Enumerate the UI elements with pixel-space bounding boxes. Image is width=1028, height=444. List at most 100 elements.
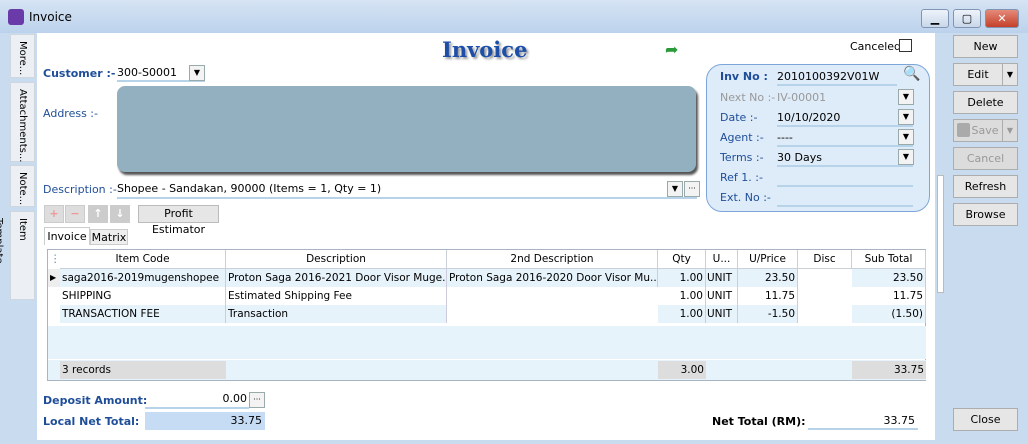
tab-attachments[interactable]: Attachments... <box>10 82 35 162</box>
grid-cell[interactable]: SHIPPING <box>60 287 226 305</box>
grid-cell[interactable]: 1.00 <box>658 305 706 323</box>
grid-cell[interactable]: saga2016-2019mugenshopee <box>60 269 226 287</box>
items-grid[interactable]: ⋮ Item Code Description 2nd Description Qty U… <box>47 249 926 381</box>
maximize-button[interactable]: ▢ <box>953 9 981 28</box>
canceled-label: Canceled <box>850 40 902 53</box>
tab-more[interactable]: More... <box>10 34 35 78</box>
date-field[interactable]: 10/10/2020 <box>777 109 913 127</box>
grid-cell[interactable]: (1.50) <box>852 305 926 323</box>
terms-field[interactable]: 30 Days <box>777 149 913 167</box>
net-total-label: Net Total (RM): <box>712 415 806 428</box>
column-header[interactable]: 2nd Description <box>447 250 658 269</box>
deposit-label: Deposit Amount: <box>43 394 148 407</box>
grid-cell[interactable]: Proton Saga 2016-2021 Door Visor Muge... <box>226 269 447 287</box>
invoice-info-panel <box>706 64 930 212</box>
net-total-value: 33.75 <box>808 412 918 430</box>
page-title: Invoice <box>442 37 528 62</box>
profit-estimator-button[interactable]: Profit Estimator <box>138 205 219 236</box>
description-field[interactable]: Shopee - Sandakan, 90000 (Items = 1, Qty… <box>117 181 697 199</box>
agent-dropdown[interactable]: ▼ <box>898 129 914 145</box>
next-no-value: IV-00001 <box>777 91 827 104</box>
footer-subtotal: 33.75 <box>852 361 926 379</box>
column-header[interactable]: Qty <box>658 250 706 269</box>
records-count: 3 records <box>60 361 226 379</box>
column-header[interactable]: U/Price <box>738 250 798 269</box>
inv-no-label: Inv No : <box>720 70 768 83</box>
move-down-button[interactable]: ↓ <box>110 205 130 223</box>
local-net-total-value: 33.75 <box>145 412 265 430</box>
remove-row-button[interactable]: − <box>65 205 85 223</box>
customer-label: Customer :- <box>43 67 116 80</box>
next-no-label: Next No :- <box>720 91 776 104</box>
save-icon <box>957 123 970 137</box>
column-header[interactable]: Description <box>226 250 447 269</box>
ext-no-label: Ext. No :- <box>720 191 771 204</box>
grid-cell[interactable]: Transaction <box>226 305 447 323</box>
inv-no-field[interactable]: 2010100392V01W <box>777 68 897 86</box>
column-header[interactable]: Item Code <box>60 250 226 269</box>
grid-cell[interactable]: 11.75 <box>852 287 926 305</box>
ref1-field[interactable] <box>777 169 913 187</box>
grid-cell[interactable]: Proton Saga 2016-2020 Door Visor Mu... <box>447 269 658 287</box>
close-window-button[interactable]: ✕ <box>985 9 1019 28</box>
new-button[interactable]: New <box>953 35 1018 58</box>
grid-cell[interactable]: 1.00 <box>658 287 706 305</box>
grid-empty-area <box>48 326 926 359</box>
address-label: Address :- <box>43 107 98 120</box>
grid-cell[interactable]: 1.00 <box>658 269 706 287</box>
grid-cell[interactable]: -1.50 <box>738 305 798 323</box>
grid-cell[interactable]: 11.75 <box>738 287 798 305</box>
search-icon[interactable]: 🔍 <box>903 66 921 82</box>
customer-dropdown[interactable]: ▼ <box>189 65 205 81</box>
footer-qty-total: 3.00 <box>658 361 706 379</box>
local-net-total-label: Local Net Total: <box>43 415 140 428</box>
add-row-button[interactable]: + <box>44 205 64 223</box>
description-dropdown[interactable]: ▼ <box>667 181 683 197</box>
ext-no-field[interactable] <box>777 189 913 207</box>
tab-matrix[interactable]: Matrix <box>90 229 128 245</box>
deposit-more-button[interactable]: ··· <box>249 392 265 408</box>
description-more-button[interactable]: ··· <box>684 181 700 197</box>
customer-field[interactable]: 300-S0001 <box>117 65 205 82</box>
grid-cell[interactable]: 23.50 <box>852 269 926 287</box>
terms-dropdown[interactable]: ▼ <box>898 149 914 165</box>
agent-label: Agent :- <box>720 131 764 144</box>
edit-button[interactable]: Edit <box>953 63 1003 86</box>
grid-cell[interactable]: UNIT <box>706 287 738 305</box>
column-header[interactable]: Disc <box>798 250 852 269</box>
save-dropdown[interactable]: ▼ <box>1002 119 1018 142</box>
deposit-field[interactable]: 0.00 <box>145 392 249 409</box>
close-button[interactable]: Close <box>953 408 1018 431</box>
grid-cell[interactable]: Estimated Shipping Fee <box>226 287 447 305</box>
date-dropdown[interactable]: ▼ <box>898 109 914 125</box>
minimize-button[interactable]: ▁ <box>921 9 949 28</box>
description-label: Description :- <box>43 183 117 196</box>
column-header[interactable]: Sub Total <box>852 250 926 269</box>
share-arrow-icon[interactable]: ➦ <box>665 40 679 59</box>
tab-item-template[interactable]: Item Template... <box>0 211 35 300</box>
app-icon <box>8 9 24 25</box>
browse-button[interactable]: Browse <box>953 203 1018 226</box>
column-header[interactable]: U... <box>706 250 738 269</box>
delete-button[interactable]: Delete <box>953 91 1018 114</box>
refresh-button[interactable]: Refresh <box>953 175 1018 198</box>
move-up-button[interactable]: ↑ <box>88 205 108 223</box>
next-no-dropdown[interactable]: ▼ <box>898 89 914 105</box>
row-indicator: ▶ <box>48 269 60 287</box>
vertical-scrollbar[interactable] <box>937 175 944 293</box>
cancel-button[interactable]: Cancel <box>953 147 1018 170</box>
tab-note[interactable]: Note... <box>10 165 35 207</box>
grid-cell[interactable]: TRANSACTION FEE <box>60 305 226 323</box>
tab-invoice[interactable]: Invoice <box>44 227 90 245</box>
agent-field[interactable]: ---- <box>777 129 913 147</box>
canceled-checkbox[interactable] <box>899 39 912 52</box>
ref1-label: Ref 1. :- <box>720 171 763 184</box>
edit-dropdown[interactable]: ▼ <box>1002 63 1018 86</box>
grid-cell[interactable]: UNIT <box>706 269 738 287</box>
address-field[interactable] <box>117 86 696 172</box>
date-label: Date :- <box>720 111 758 124</box>
row-indicator-icon: ⋮ <box>48 250 60 268</box>
grid-cell[interactable]: 23.50 <box>738 269 798 287</box>
terms-label: Terms :- <box>720 151 764 164</box>
grid-cell[interactable]: UNIT <box>706 305 738 323</box>
